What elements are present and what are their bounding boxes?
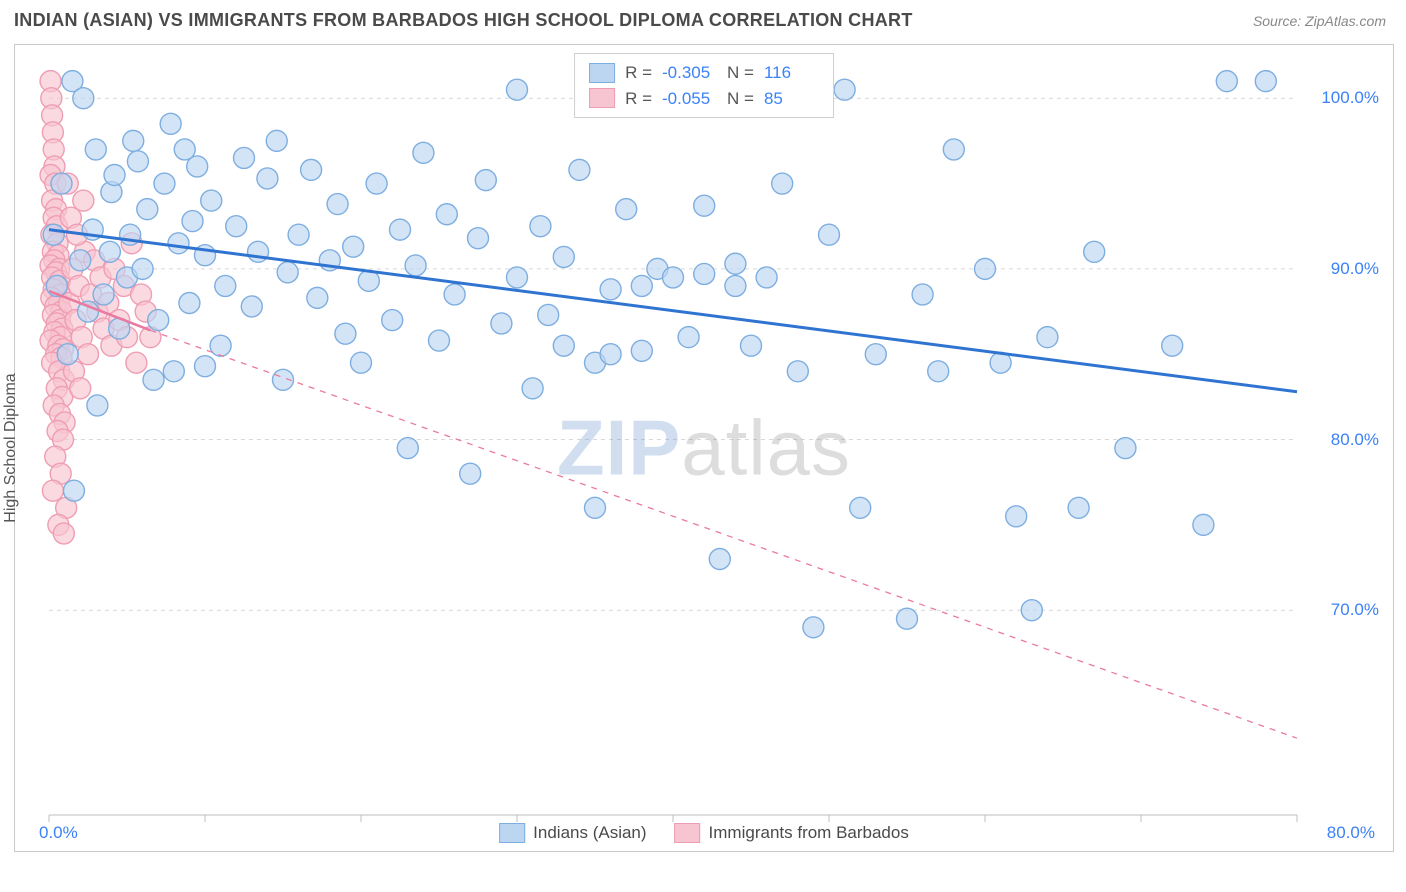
chart-container: High School Diploma ZIPatlas R = -0.305 … (14, 44, 1394, 852)
y-tick-label: 70.0% (1331, 600, 1379, 620)
legend-series: Indians (Asian) Immigrants from Barbados (499, 823, 909, 843)
x-axis-start-label: 0.0% (39, 823, 78, 843)
scatter-chart (15, 45, 1393, 851)
chart-source: Source: ZipAtlas.com (1253, 13, 1386, 29)
n-label-0: N = (727, 60, 754, 86)
legend-series-item-0: Indians (Asian) (499, 823, 646, 843)
legend-swatch-1 (589, 88, 615, 108)
y-tick-label: 90.0% (1331, 259, 1379, 279)
legend-series-swatch-1 (675, 823, 701, 843)
legend-series-label-1: Immigrants from Barbados (709, 823, 909, 843)
source-prefix: Source: (1253, 13, 1305, 29)
x-axis-end-label: 80.0% (1327, 823, 1375, 843)
legend-series-item-1: Immigrants from Barbados (675, 823, 909, 843)
chart-header: INDIAN (ASIAN) VS IMMIGRANTS FROM BARBAD… (0, 0, 1406, 37)
legend-swatch-0 (589, 63, 615, 83)
r-label-1: R = (625, 86, 652, 112)
n-value-1: 85 (764, 86, 819, 112)
legend-stats-row-0: R = -0.305 N = 116 (589, 60, 819, 86)
r-value-0: -0.305 (662, 60, 717, 86)
r-value-1: -0.055 (662, 86, 717, 112)
r-label-0: R = (625, 60, 652, 86)
n-value-0: 116 (764, 60, 819, 86)
chart-title: INDIAN (ASIAN) VS IMMIGRANTS FROM BARBAD… (14, 10, 913, 31)
source-link[interactable]: ZipAtlas.com (1305, 13, 1386, 29)
legend-series-label-0: Indians (Asian) (533, 823, 646, 843)
legend-stats: R = -0.305 N = 116 R = -0.055 N = 85 (574, 53, 834, 118)
legend-stats-row-1: R = -0.055 N = 85 (589, 86, 819, 112)
y-tick-label: 100.0% (1321, 88, 1379, 108)
y-tick-label: 80.0% (1331, 430, 1379, 450)
legend-series-swatch-0 (499, 823, 525, 843)
y-axis-label: High School Diploma (2, 373, 20, 522)
n-label-1: N = (727, 86, 754, 112)
